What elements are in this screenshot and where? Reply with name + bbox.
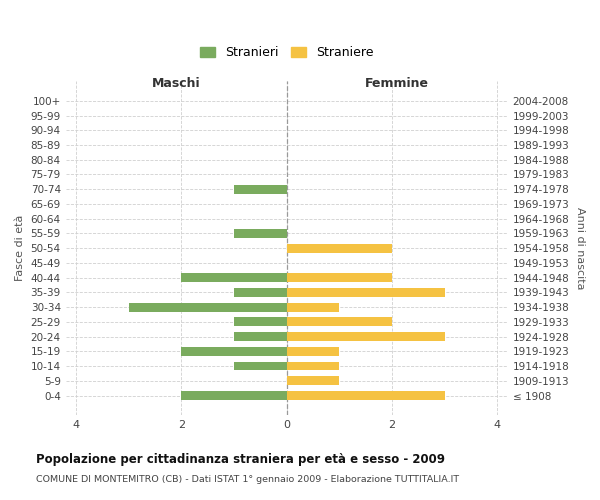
Bar: [181, 273, 287, 282]
Text: COMUNE DI MONTEMITRO (CB) - Dati ISTAT 1° gennaio 2009 - Elaborazione TUTTITALIA: COMUNE DI MONTEMITRO (CB) - Dati ISTAT 1…: [36, 475, 459, 484]
Bar: [287, 244, 392, 252]
Bar: [287, 288, 445, 297]
Bar: [234, 185, 287, 194]
Text: Femmine: Femmine: [365, 76, 429, 90]
Bar: [234, 318, 287, 326]
Bar: [287, 273, 392, 282]
Text: Popolazione per cittadinanza straniera per età e sesso - 2009: Popolazione per cittadinanza straniera p…: [36, 452, 445, 466]
Bar: [181, 391, 287, 400]
Text: Maschi: Maschi: [152, 76, 200, 90]
Bar: [287, 332, 445, 341]
Y-axis label: Fasce di età: Fasce di età: [15, 215, 25, 282]
Bar: [234, 288, 287, 297]
Bar: [234, 332, 287, 341]
Bar: [287, 318, 392, 326]
Bar: [287, 376, 340, 385]
Bar: [129, 302, 287, 312]
Y-axis label: Anni di nascita: Anni di nascita: [575, 207, 585, 290]
Bar: [287, 391, 445, 400]
Legend: Stranieri, Straniere: Stranieri, Straniere: [195, 41, 379, 64]
Bar: [181, 347, 287, 356]
Bar: [234, 362, 287, 370]
Bar: [234, 229, 287, 238]
Bar: [287, 302, 340, 312]
Bar: [287, 362, 340, 370]
Bar: [287, 347, 340, 356]
